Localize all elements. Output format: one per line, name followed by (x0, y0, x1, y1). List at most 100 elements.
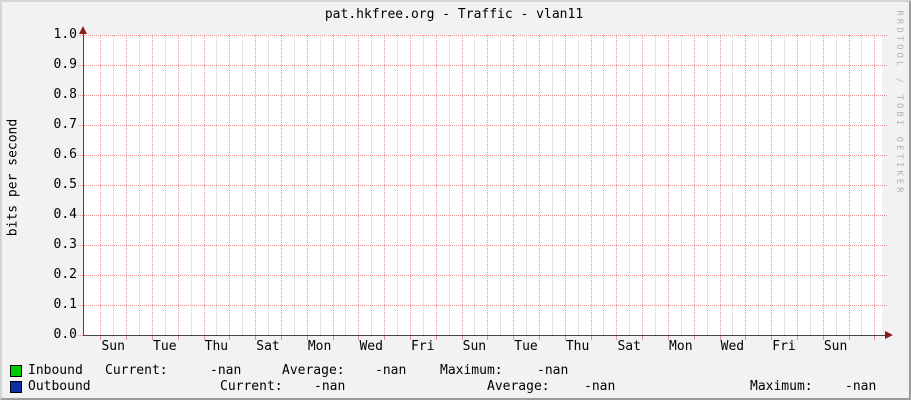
v-gridline (126, 35, 128, 335)
v-gridline (474, 35, 476, 335)
v-gridline (319, 35, 321, 335)
x-tick-mark (513, 336, 515, 340)
x-tick-mark (848, 336, 850, 340)
v-gridline (100, 35, 102, 335)
y-tick-label: 0.9 (53, 57, 77, 72)
x-tick-label: Sat (256, 339, 280, 354)
y-tick-label: 0.5 (53, 177, 77, 192)
h-gridline (78, 275, 887, 276)
y-axis-arrow-icon (79, 26, 87, 34)
x-tick-mark (409, 336, 411, 340)
v-gridline (629, 35, 631, 335)
h-gridline (78, 125, 887, 126)
v-gridline (384, 35, 386, 335)
h-gridline (78, 245, 887, 246)
legend-field-value: -nan (210, 363, 242, 378)
v-gridline (732, 35, 734, 335)
v-gridline (590, 35, 592, 335)
v-gridline (835, 35, 837, 335)
v-gridline (526, 35, 527, 335)
legend-field-value: -nan (584, 379, 616, 394)
h-gridline (78, 65, 887, 66)
v-gridline (422, 35, 424, 335)
v-gridline (500, 35, 502, 335)
x-tick-label: Sun (101, 339, 125, 354)
x-tick-label: Tue (153, 339, 177, 354)
v-gridline (280, 35, 282, 335)
v-gridline (822, 35, 824, 335)
x-tick-mark (771, 336, 773, 340)
legend-field-value: -nan (314, 379, 346, 394)
v-gridline (796, 35, 798, 335)
v-gridline (151, 35, 153, 335)
x-tick-mark (564, 336, 566, 340)
legend-field-label: Current: (220, 379, 283, 394)
x-tick-mark (693, 336, 695, 340)
x-tick-mark (822, 336, 824, 340)
x-tick-mark (487, 336, 489, 340)
v-gridline (358, 35, 360, 335)
h-gridline (78, 95, 887, 96)
v-gridline (603, 35, 605, 335)
v-gridline (332, 35, 334, 335)
x-tick-mark (461, 336, 463, 340)
x-tick-label: Wed (359, 339, 383, 354)
legend-field-label: Maximum: (750, 379, 813, 394)
x-tick-label: Thu (204, 339, 229, 354)
legend-series-label: Outbound (28, 379, 91, 394)
x-tick-mark (306, 336, 308, 340)
x-tick-label: Wed (720, 339, 745, 354)
x-tick-mark (229, 336, 231, 340)
v-gridline (758, 35, 760, 335)
x-tick-mark (642, 336, 644, 340)
v-gridline (551, 35, 553, 335)
v-gridline (706, 35, 708, 335)
x-tick-mark (538, 336, 540, 340)
x-tick-label: Tue (514, 339, 538, 354)
v-gridline (268, 35, 269, 335)
v-gridline (848, 35, 850, 335)
x-tick-mark (874, 336, 876, 340)
x-tick-mark (332, 336, 334, 340)
legend-field-label: Current: (105, 363, 168, 378)
v-gridline (577, 35, 579, 335)
x-tick-mark (126, 336, 128, 340)
x-tick-mark (358, 336, 360, 340)
legend-field-label: Average: (282, 363, 345, 378)
x-tick-label: Thu (565, 339, 590, 354)
v-gridline (538, 35, 540, 335)
v-gridline (487, 35, 489, 335)
v-gridline (229, 35, 231, 335)
x-tick-label: Fri (772, 339, 796, 354)
y-axis-line (83, 30, 84, 336)
v-gridline (874, 35, 876, 335)
y-tick-label: 1.0 (53, 27, 77, 42)
v-gridline (784, 35, 785, 335)
v-gridline (642, 35, 644, 335)
watermark: RRDTOOL / TOBI OETIKER (894, 10, 904, 196)
v-gridline (190, 35, 192, 335)
x-tick-mark (667, 336, 669, 340)
v-gridline (513, 35, 515, 335)
v-gridline (242, 35, 244, 335)
v-gridline (771, 35, 773, 335)
x-tick-mark (384, 336, 386, 340)
legend-field-label: Average: (487, 379, 550, 394)
y-tick-label: 0.7 (53, 117, 77, 132)
v-gridline (564, 35, 566, 335)
v-gridline (216, 35, 218, 335)
legend-field-label: Maximum: (440, 363, 503, 378)
legend-field-value: -nan (845, 379, 877, 394)
x-tick-mark (280, 336, 282, 340)
x-axis-line (83, 335, 886, 336)
x-tick-mark (590, 336, 592, 340)
x-tick-label: Mon (307, 339, 332, 354)
x-tick-label: Sat (617, 339, 641, 354)
y-tick-label: 0.8 (53, 87, 77, 102)
v-gridline (680, 35, 682, 335)
legend-series-label: Inbound (28, 363, 83, 378)
v-gridline (461, 35, 463, 335)
x-tick-mark (719, 336, 721, 340)
v-gridline (616, 35, 618, 335)
